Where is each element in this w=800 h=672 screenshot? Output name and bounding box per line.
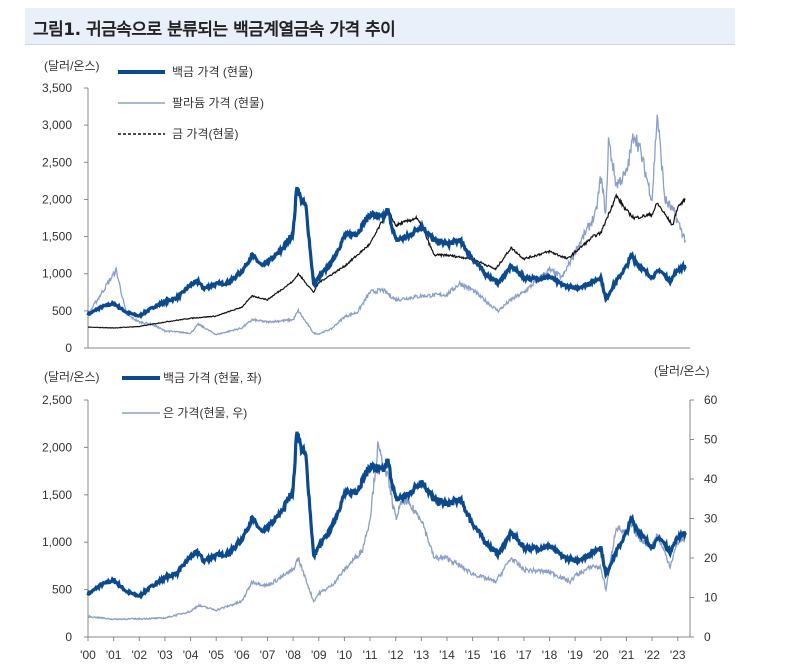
legend-platinum: 백금 가격 (현물) xyxy=(172,65,253,79)
y-unit-label-right: (달러/온스) xyxy=(654,364,710,378)
x-tick-label: '07 xyxy=(260,648,276,662)
y2-tick-label: 10 xyxy=(704,591,718,605)
y-tick-label: 500 xyxy=(52,583,72,597)
x-tick-label: '10 xyxy=(337,648,353,662)
y2-tick-label: 30 xyxy=(704,512,718,526)
y2-tick-label: 40 xyxy=(704,472,718,486)
platinum-line xyxy=(86,186,687,320)
y-tick-label: 3,000 xyxy=(42,118,72,132)
x-tick-label: '21 xyxy=(619,648,635,662)
y-tick-label: 0 xyxy=(65,341,72,355)
x-tick-label: '14 xyxy=(439,648,455,662)
x-tick-label: '02 xyxy=(131,648,147,662)
y-tick-label: 2,000 xyxy=(42,192,72,206)
x-tick-label: '01 xyxy=(106,648,122,662)
figure-title: 그림1. 귀금속으로 분류되는 백금계열금속 가격 추이 xyxy=(33,20,396,40)
x-tick-label: '04 xyxy=(183,648,199,662)
x-tick-label: '09 xyxy=(311,648,327,662)
y-tick-label: 3,500 xyxy=(42,81,72,95)
y-tick-label: 2,500 xyxy=(42,393,72,407)
y-tick-label: 0 xyxy=(65,630,72,644)
y-tick-label: 1,500 xyxy=(42,230,72,244)
silver-line xyxy=(87,441,687,621)
y-unit-label-left: (달러/온스) xyxy=(44,370,100,384)
x-tick-label: '12 xyxy=(388,648,404,662)
y-tick-label: 1,000 xyxy=(42,267,72,281)
y-tick-label: 1,000 xyxy=(42,535,72,549)
x-tick-label: '20 xyxy=(593,648,609,662)
x-tick-label: '18 xyxy=(542,648,558,662)
title-bar: 그림1. 귀금속으로 분류되는 백금계열금속 가격 추이 xyxy=(25,8,735,45)
y2-tick-label: 0 xyxy=(704,630,711,644)
x-tick-label: '23 xyxy=(670,648,686,662)
legend-gold: 금 가격(현물) xyxy=(172,127,239,141)
y-tick-label: 2,500 xyxy=(42,155,72,169)
x-tick-label: '13 xyxy=(414,648,430,662)
y-tick-label: 2,000 xyxy=(42,440,72,454)
legend-silver: 은 가격(현물, 우) xyxy=(163,406,247,420)
x-tick-label: '17 xyxy=(516,648,532,662)
legend-platinum-2: 백금 가격 (현물, 좌) xyxy=(163,371,262,385)
y2-tick-label: 20 xyxy=(704,551,718,565)
palladium-line xyxy=(87,114,687,336)
y-tick-label: 1,500 xyxy=(42,488,72,502)
x-tick-label: '06 xyxy=(234,648,250,662)
y2-tick-label: 60 xyxy=(704,393,718,407)
x-tick-label: '19 xyxy=(567,648,583,662)
x-tick-label: '15 xyxy=(465,648,481,662)
y-tick-label: 500 xyxy=(52,304,72,318)
x-tick-label: '11 xyxy=(363,648,378,662)
y-unit-label: (달러/온스) xyxy=(44,59,100,73)
x-tick-label: '22 xyxy=(644,648,660,662)
y2-tick-label: 50 xyxy=(704,433,718,447)
legend-palladium: 팔라듐 가격 (현물) xyxy=(172,96,264,110)
platinum-line-2 xyxy=(86,431,687,600)
x-tick-label: '05 xyxy=(208,648,224,662)
x-tick-label: '16 xyxy=(490,648,506,662)
x-tick-label: '03 xyxy=(157,648,173,662)
x-tick-label: '00 xyxy=(80,648,96,662)
x-tick-label: '08 xyxy=(285,648,301,662)
